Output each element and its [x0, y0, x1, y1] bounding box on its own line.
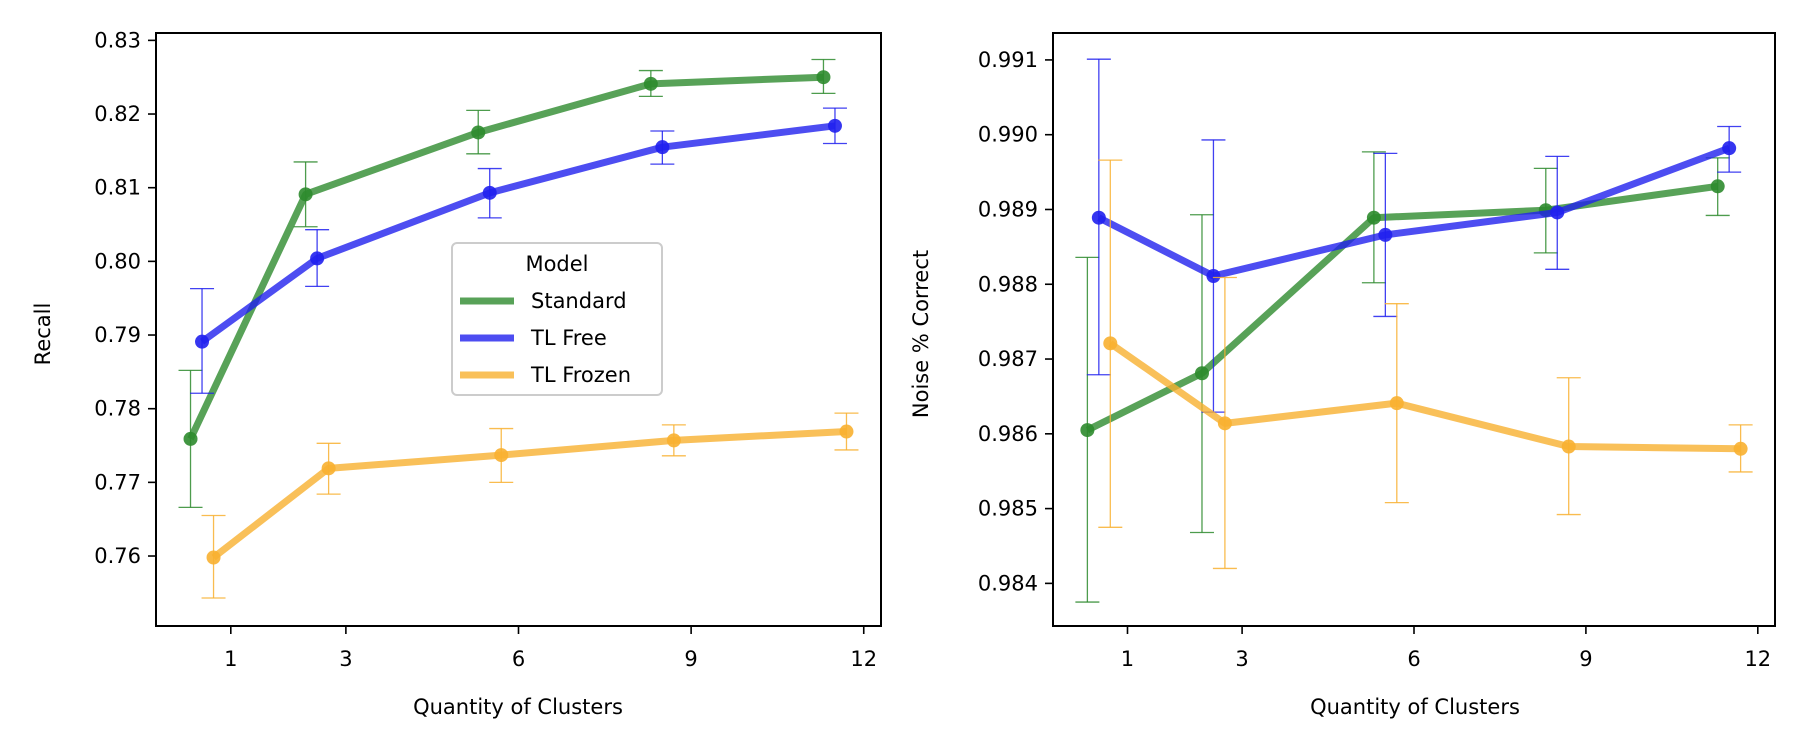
left-standard-point	[643, 76, 658, 91]
right-tl-free-point	[1091, 210, 1106, 225]
right-tl-frozen-point	[1217, 416, 1232, 431]
left-series-tl-free	[190, 107, 847, 394]
right-standard-point	[1366, 210, 1381, 225]
right-series-tl-free	[1086, 58, 1742, 413]
right-ytick-label: 0.989	[978, 197, 1038, 221]
left-xtick-label: 6	[512, 647, 525, 671]
right-xtick-label: 3	[1235, 647, 1248, 671]
left-xtick-label: 3	[339, 647, 352, 671]
left-ytick-label: 0.78	[94, 397, 141, 421]
left-standard-point	[471, 125, 486, 140]
left-tl-free-point	[195, 334, 210, 349]
right-tl-frozen-point	[1733, 441, 1748, 456]
right-xtick-label: 9	[1579, 647, 1592, 671]
right-ylabel: Noise % Correct	[909, 250, 933, 418]
left-xtick-label: 9	[684, 647, 697, 671]
left-tl-free-point	[482, 185, 497, 200]
left-ylabel: Recall	[31, 303, 55, 366]
legend-label-standard: Standard	[531, 289, 627, 313]
left-tl-free-point	[655, 140, 670, 155]
right-tl-free-point	[1722, 141, 1737, 156]
right-ytick-label: 0.985	[978, 497, 1038, 521]
right-tl-free-point	[1206, 269, 1221, 284]
right-xlabel: Quantity of Clusters	[1310, 695, 1520, 719]
left-series-standard	[178, 58, 836, 509]
recall-subplot: Recall Quantity of Clusters 1 3 6 9 12 0.76 0.…	[31, 28, 882, 719]
right-standard-point	[1194, 366, 1209, 381]
right-xtick-label: 12	[1744, 647, 1771, 671]
left-tl-free-point	[827, 118, 842, 133]
left-ytick-label: 0.76	[94, 544, 141, 568]
left-ytick-label: 0.82	[94, 102, 141, 126]
left-tl-frozen-point	[839, 424, 854, 439]
legend-title: Model	[525, 252, 588, 276]
legend-frame	[451, 242, 663, 396]
left-ytick-label: 0.80	[94, 249, 141, 273]
right-ytick-label: 0.987	[978, 347, 1038, 371]
left-standard-point	[816, 70, 831, 85]
right-ytick-label: 0.988	[978, 272, 1038, 296]
right-ytick-label: 0.986	[978, 422, 1038, 446]
legend: Model Standard TL Free TL Frozen	[451, 242, 663, 396]
right-tl-frozen-point	[1103, 336, 1118, 351]
right-tl-free-point	[1378, 227, 1393, 242]
right-tl-free-point	[1550, 205, 1565, 220]
left-tl-free-point	[310, 251, 325, 266]
left-xlabel: Quantity of Clusters	[413, 695, 623, 719]
left-ytick-label: 0.77	[94, 470, 141, 494]
right-xtick-label: 1	[1121, 647, 1134, 671]
noise-correct-subplot: Noise % Correct Quantity of Clusters 1 3 6…	[909, 32, 1776, 719]
left-tl-frozen-point	[321, 461, 336, 476]
right-ytick-label: 0.984	[978, 571, 1038, 595]
right-standard-point	[1710, 179, 1725, 194]
right-ytick-label: 0.990	[978, 123, 1038, 147]
legend-label-tl-frozen: TL Frozen	[530, 363, 631, 387]
legend-label-tl-free: TL Free	[530, 326, 607, 350]
left-standard-point	[298, 187, 313, 202]
left-xtick-label: 1	[224, 647, 237, 671]
right-series-tl-frozen	[1098, 159, 1753, 570]
left-series-tl-frozen	[201, 412, 859, 599]
right-tl-frozen-point	[1389, 396, 1404, 411]
left-ytick-label: 0.83	[94, 28, 141, 52]
left-standard-point	[183, 431, 198, 446]
left-ytick-label: 0.81	[94, 176, 141, 200]
left-tl-frozen-point	[494, 448, 509, 463]
left-ytick-label: 0.79	[94, 323, 141, 347]
left-series-layer	[178, 58, 859, 599]
right-series-layer	[1075, 58, 1753, 603]
left-xtick-label: 12	[850, 647, 877, 671]
right-standard-point	[1080, 423, 1095, 438]
left-tl-frozen-point	[206, 550, 221, 565]
left-tl-frozen-point	[666, 433, 681, 448]
right-tl-frozen-point	[1561, 439, 1576, 454]
right-xtick-label: 6	[1407, 647, 1420, 671]
right-ytick-label: 0.991	[978, 48, 1038, 72]
right-series-standard	[1075, 151, 1730, 603]
